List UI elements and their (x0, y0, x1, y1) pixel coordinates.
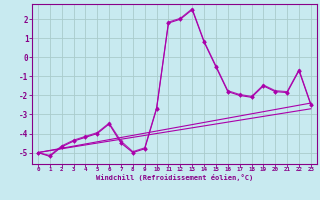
X-axis label: Windchill (Refroidissement éolien,°C): Windchill (Refroidissement éolien,°C) (96, 174, 253, 181)
